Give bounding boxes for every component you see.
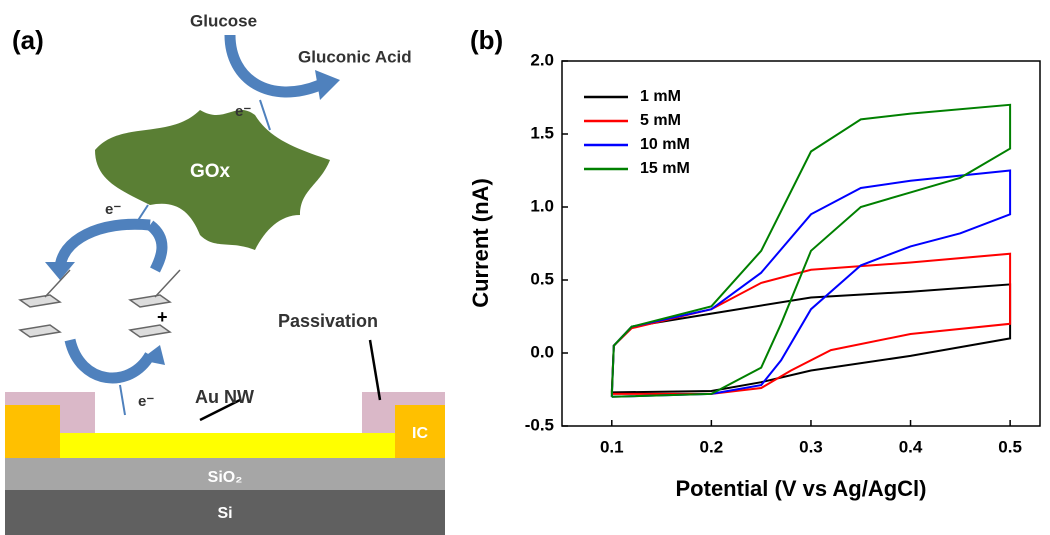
x-tick-label: 0.5 [998, 437, 1022, 456]
figure: (a) Glucose Gluconic Acid e⁻ GOx e⁻ + e⁻… [0, 0, 1050, 535]
arrow-head [45, 262, 75, 280]
ring [20, 325, 60, 337]
y-tick-label: 1.0 [530, 196, 554, 215]
oxide-label: SiO₂ [208, 469, 243, 486]
charge-label: + [157, 307, 168, 327]
enzyme-label: GOx [190, 161, 231, 182]
x-tick-label: 0.3 [799, 437, 823, 456]
x-tick-label: 0.2 [700, 437, 724, 456]
arrow-head [315, 70, 340, 100]
device-diagram [5, 35, 445, 535]
cv-curve [612, 254, 1010, 394]
pointers [200, 340, 380, 420]
cv-curve [612, 284, 1010, 392]
x-tick-label: 0.4 [899, 437, 923, 456]
contact-label: IC [412, 425, 428, 442]
pointer [370, 340, 380, 400]
y-tick-label: 0.0 [530, 342, 554, 361]
ring [20, 295, 60, 307]
nanowire [60, 433, 395, 458]
y-tick-label: -0.5 [525, 415, 554, 434]
legend-label: 5 mM [640, 112, 681, 129]
gluconic-acid-label: Gluconic Acid [298, 47, 412, 66]
cv-curve [612, 171, 1010, 397]
contact-left [5, 405, 60, 458]
y-tick-label: 0.5 [530, 269, 554, 288]
substrate-label: Si [217, 505, 232, 522]
passivation-label: Passivation [278, 311, 378, 331]
y-tick-label: 1.5 [530, 123, 554, 142]
legend-label: 1 mM [640, 88, 681, 105]
ring [130, 295, 170, 307]
legend-label: 15 mM [640, 160, 690, 177]
x-axis-title: Potential (V vs Ag/AgCl) [676, 476, 927, 501]
arrow-right-top [150, 225, 162, 270]
y-tick-label: 2.0 [530, 50, 554, 69]
panel-label: (a) [12, 25, 44, 55]
glucose-label: Glucose [190, 11, 257, 30]
electron-label: e⁻ [235, 103, 251, 120]
nanowire-label: Au NW [195, 387, 254, 407]
electron-path [120, 385, 125, 415]
plot-frame [562, 61, 1040, 426]
x-tick-label: 0.1 [600, 437, 624, 456]
y-axis-title: Current (nA) [468, 178, 493, 308]
ring [130, 325, 170, 337]
electron-label: e⁻ [105, 201, 121, 218]
electron-label: e⁻ [138, 393, 154, 410]
bond [45, 270, 180, 297]
legend-label: 10 mM [640, 136, 690, 153]
panel-label: (b) [470, 25, 503, 55]
ferrocenes [20, 270, 180, 337]
arrow-bottom [70, 340, 150, 378]
